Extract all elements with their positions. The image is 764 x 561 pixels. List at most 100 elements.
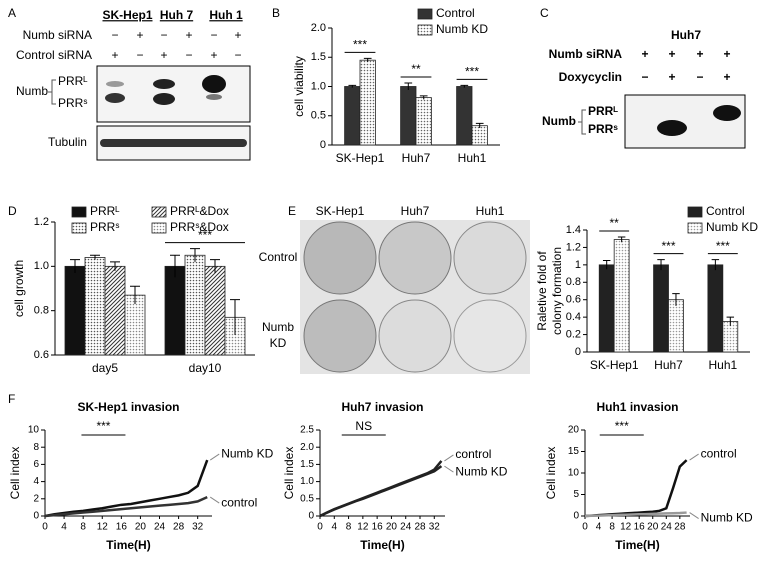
isoform-label: PRRᴸ: [58, 74, 88, 88]
series-label: Numb KD: [221, 446, 273, 460]
error-bar: [726, 316, 735, 326]
bar: [344, 86, 361, 146]
bar: [164, 265, 186, 356]
y-tick-label: 5: [573, 489, 579, 500]
treatment-sign: +: [234, 28, 241, 42]
x-tick-label: Huh1: [458, 151, 487, 165]
y-tick-label: 8: [33, 442, 39, 453]
error-bar: [672, 293, 680, 306]
error-bar: [230, 299, 240, 336]
y-tick-label: 4: [33, 476, 39, 487]
bar: [64, 265, 86, 356]
y-tick-label: 1.5: [311, 51, 326, 63]
treatment-sign: −: [111, 28, 118, 42]
bar: [707, 264, 724, 353]
error-bar: [348, 84, 357, 88]
x-tick-label: Huh7: [654, 358, 683, 372]
treatment-sign: +: [136, 28, 143, 42]
y-tick-label: 15: [568, 446, 580, 457]
y-tick-label: 0: [33, 511, 39, 522]
significance-label: **: [609, 216, 619, 230]
x-axis-label: Time(H): [615, 538, 659, 552]
treatment-sign: +: [723, 47, 730, 61]
cell-line-label: SK-Hep1: [316, 204, 365, 218]
x-tick-label: 8: [346, 522, 352, 533]
significance-label: ***: [198, 228, 212, 242]
panel-letter: C: [540, 6, 549, 20]
panel-letter: E: [288, 204, 296, 218]
y-tick-label: 2.0: [311, 22, 326, 34]
x-tick-label: 28: [414, 522, 426, 533]
y-tick-label: 1.0: [300, 476, 314, 487]
error-bar: [617, 236, 626, 243]
legend-swatch: [71, 222, 87, 234]
plate: [303, 299, 377, 373]
y-tick-label: 1.4: [566, 224, 581, 236]
bar: [84, 257, 106, 356]
series-line: [584, 511, 687, 518]
error-bar: [90, 254, 100, 260]
treatment-sign: −: [136, 48, 143, 62]
annotation-arrow: [209, 496, 220, 504]
significance-label: ***: [661, 239, 675, 253]
chart-title: Huh7 invasion: [341, 400, 423, 414]
treatment-sign: −: [234, 48, 241, 62]
annotation-arrow: [689, 512, 699, 519]
protein-label: Numb: [542, 114, 576, 128]
bar: [204, 265, 226, 356]
y-axis-label: Cell index: [282, 447, 296, 500]
series-line: [319, 465, 443, 518]
y-axis-label: cell viability: [292, 56, 306, 117]
legend-swatch: [71, 206, 87, 218]
band: [100, 139, 247, 147]
legend-swatch: [417, 8, 433, 20]
condition-label: Control: [259, 250, 298, 264]
y-tick-label: 0.2: [566, 328, 581, 340]
x-tick-label: 28: [173, 522, 185, 533]
band: [105, 93, 125, 103]
significance-label: ***: [96, 419, 110, 433]
significance-label: ***: [615, 419, 629, 433]
cell-line-label: Huh7: [671, 28, 701, 42]
treatment-sign: −: [160, 28, 167, 42]
isoform-label: PRRˢ: [58, 96, 87, 110]
x-tick-label: 12: [97, 522, 109, 533]
x-tick-label: 12: [357, 522, 369, 533]
colony-images: [300, 220, 530, 374]
treatment-sign: −: [696, 70, 703, 84]
plate: [378, 221, 452, 295]
y-tick-label: 0: [575, 346, 581, 358]
annotation-arrow: [444, 465, 454, 473]
legend-label: Control: [706, 204, 745, 218]
y-tick-label: 20: [568, 425, 580, 436]
treatment-sign: −: [641, 70, 648, 84]
bracket: [48, 79, 56, 105]
bar: [653, 264, 669, 353]
treatment-sign: −: [185, 48, 192, 62]
band: [106, 81, 124, 87]
panel-letter: D: [8, 204, 17, 218]
error-bar: [70, 259, 80, 273]
significance-label: ***: [353, 38, 367, 52]
bar: [471, 125, 488, 146]
y-tick-label: 1.5: [300, 459, 314, 470]
legend-label: Numb KD: [436, 22, 488, 36]
series-line: [584, 459, 688, 518]
x-tick-label: 28: [674, 522, 686, 533]
plate: [453, 221, 527, 295]
y-tick-label: 1.0: [34, 260, 49, 272]
plate: [378, 299, 452, 373]
y-tick-label: 0.8: [34, 305, 49, 317]
y-tick-label: 10: [28, 425, 40, 436]
x-tick-label: 4: [596, 522, 602, 533]
error-bar: [404, 82, 413, 91]
bar: [668, 299, 684, 353]
x-tick-label: 24: [661, 522, 673, 533]
x-tick-label: 0: [582, 522, 588, 533]
bar: [456, 86, 473, 146]
x-tick-label: 8: [80, 522, 86, 533]
annotation-arrow: [444, 454, 454, 462]
y-tick-label: 0.5: [300, 493, 314, 504]
legend-swatch: [151, 206, 167, 218]
treatment-sign: −: [210, 28, 217, 42]
